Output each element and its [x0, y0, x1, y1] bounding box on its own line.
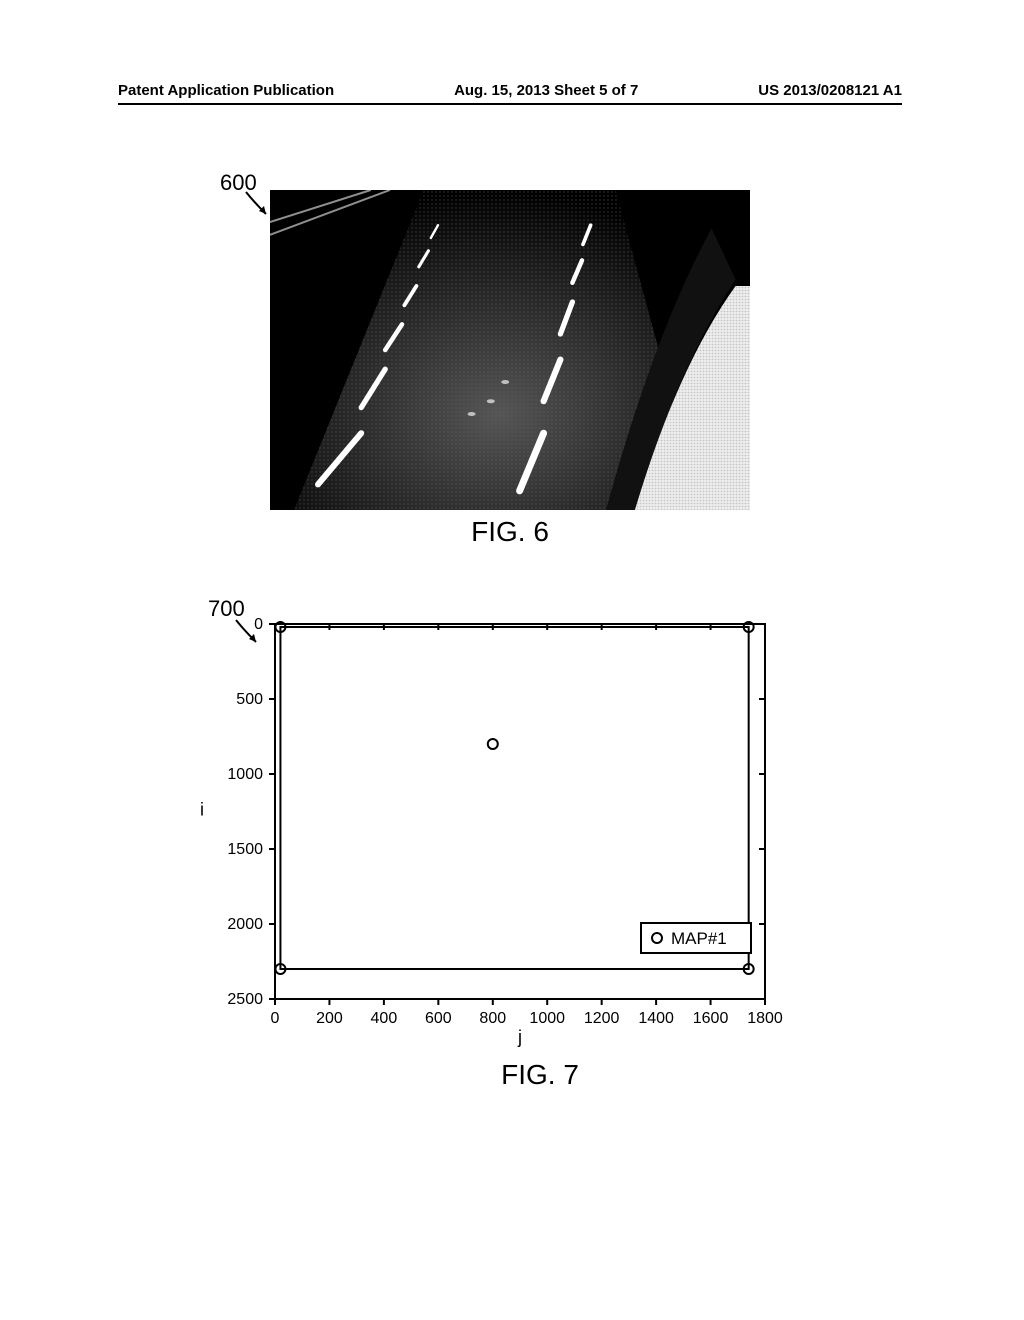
svg-text:1500: 1500 [227, 841, 263, 858]
leader-arrow-icon [242, 190, 272, 220]
svg-text:2500: 2500 [227, 991, 263, 1008]
patent-header: Patent Application Publication Aug. 15, … [118, 82, 902, 105]
fig7-caption: FIG. 7 [250, 1059, 830, 1091]
figure-6: 600 FIG. 6 [270, 190, 750, 548]
fig6-road-image [270, 190, 750, 510]
fig6-caption: FIG. 6 [270, 516, 750, 548]
svg-text:1000: 1000 [529, 1010, 565, 1027]
svg-text:200: 200 [316, 1010, 343, 1027]
svg-text:400: 400 [371, 1010, 398, 1027]
svg-text:1400: 1400 [638, 1010, 674, 1027]
svg-text:500: 500 [236, 691, 263, 708]
header-left: Patent Application Publication [118, 82, 334, 99]
svg-text:2000: 2000 [227, 916, 263, 933]
leader-arrow-icon [232, 618, 262, 648]
figure-7: 700 020040060080010001200140016001800050… [190, 610, 830, 1091]
svg-text:1200: 1200 [584, 1010, 620, 1027]
svg-text:MAP#1: MAP#1 [671, 929, 727, 948]
svg-text:800: 800 [479, 1010, 506, 1027]
svg-text:i: i [200, 800, 204, 820]
fig7-chart: 0200400600800100012001400160018000500100… [190, 610, 783, 1059]
svg-text:600: 600 [425, 1010, 452, 1027]
svg-text:1000: 1000 [227, 766, 263, 783]
svg-text:1800: 1800 [747, 1010, 783, 1027]
svg-text:j: j [517, 1027, 522, 1047]
header-right: US 2013/0208121 A1 [758, 82, 902, 99]
svg-text:0: 0 [271, 1010, 280, 1027]
svg-text:1600: 1600 [693, 1010, 729, 1027]
header-center: Aug. 15, 2013 Sheet 5 of 7 [454, 82, 638, 99]
